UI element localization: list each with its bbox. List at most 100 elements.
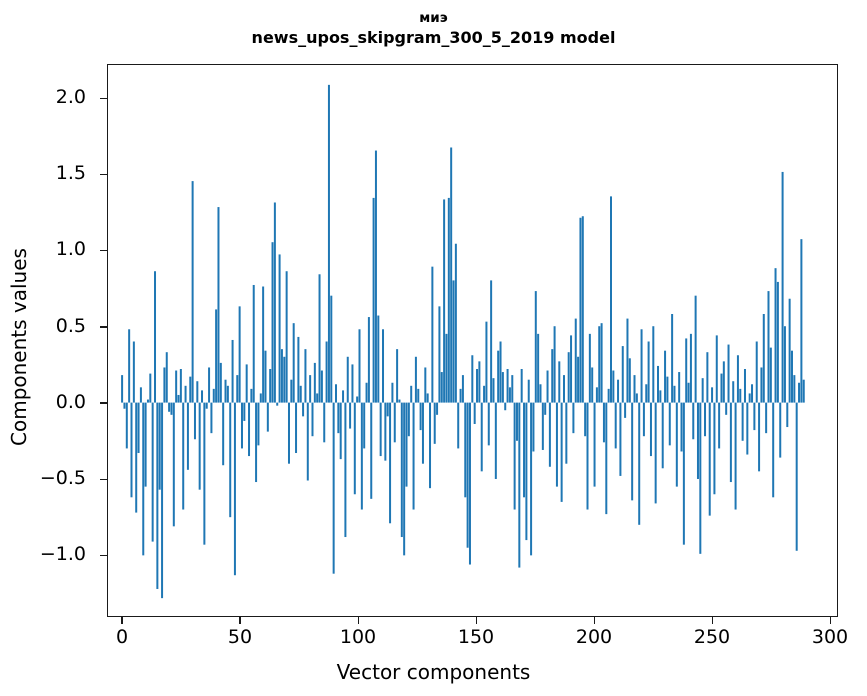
bar xyxy=(504,402,507,411)
bar xyxy=(219,362,222,403)
bar xyxy=(445,333,448,403)
bar xyxy=(311,402,314,437)
bar xyxy=(506,369,509,403)
bar xyxy=(588,333,591,403)
bar xyxy=(532,402,535,452)
bar xyxy=(518,402,521,568)
bar xyxy=(661,402,664,469)
bar xyxy=(309,375,312,403)
bar xyxy=(285,271,288,403)
bar xyxy=(762,314,765,403)
bar xyxy=(649,402,652,457)
bar xyxy=(579,217,582,403)
bar xyxy=(774,268,777,403)
bar xyxy=(170,402,173,415)
bar xyxy=(567,352,570,403)
bar xyxy=(718,402,721,449)
bar xyxy=(306,402,309,481)
bar xyxy=(553,326,556,403)
bar xyxy=(793,375,796,403)
bar xyxy=(154,271,157,403)
bar xyxy=(729,402,732,483)
bar xyxy=(758,402,761,472)
bar xyxy=(179,369,182,403)
bar xyxy=(302,402,305,417)
bar xyxy=(664,350,667,403)
bar xyxy=(711,387,714,403)
bar xyxy=(617,379,620,403)
bar xyxy=(577,356,580,403)
bar xyxy=(593,402,596,487)
bar xyxy=(429,402,432,489)
bar xyxy=(384,402,387,461)
bar xyxy=(508,387,511,403)
bar xyxy=(468,402,471,565)
x-tick-label: 250 xyxy=(693,626,731,648)
bar xyxy=(802,379,805,403)
bar xyxy=(790,350,793,403)
bar xyxy=(720,373,723,403)
bar xyxy=(325,341,328,403)
bar xyxy=(471,355,474,403)
y-tick-mark xyxy=(100,478,107,480)
bar xyxy=(584,402,587,437)
bar xyxy=(262,286,265,403)
bar xyxy=(149,373,152,403)
bar xyxy=(224,379,227,403)
x-tick-label: 50 xyxy=(227,626,253,648)
bar xyxy=(443,199,446,403)
bar xyxy=(379,402,382,457)
bar xyxy=(168,402,171,412)
x-tick-label: 100 xyxy=(339,626,377,648)
bar xyxy=(480,402,483,472)
bar xyxy=(746,402,749,455)
bar xyxy=(765,402,768,434)
bar xyxy=(776,281,779,403)
bar xyxy=(231,339,234,403)
bar xyxy=(548,402,551,467)
bar xyxy=(581,216,584,403)
bar xyxy=(602,402,605,443)
bar xyxy=(492,378,495,403)
y-tick-label: 0.0 xyxy=(55,391,86,413)
bar xyxy=(363,402,366,449)
bar xyxy=(198,402,201,490)
bar xyxy=(565,402,568,464)
bar xyxy=(353,402,356,495)
y-tick-mark xyxy=(100,250,107,252)
y-tick-label: 1.5 xyxy=(55,162,86,184)
bar xyxy=(633,375,636,403)
bar xyxy=(555,402,558,487)
chart-title-model: news_upos_skipgram_300_5_2019 model xyxy=(251,28,616,47)
bar xyxy=(403,402,406,556)
y-tick-mark xyxy=(100,326,107,328)
bar xyxy=(365,382,368,403)
bar xyxy=(515,402,518,441)
bar xyxy=(631,402,634,501)
bar xyxy=(497,350,500,403)
bar xyxy=(523,402,526,498)
bar xyxy=(203,402,206,545)
bar xyxy=(248,402,251,457)
bar xyxy=(151,402,154,542)
bar xyxy=(513,402,516,510)
bar xyxy=(358,329,361,403)
bar xyxy=(335,384,337,403)
bar xyxy=(175,370,178,403)
bar xyxy=(715,335,718,403)
bar xyxy=(487,402,490,446)
bar xyxy=(189,376,192,403)
bar xyxy=(229,402,232,518)
y-tick-label: −0.5 xyxy=(39,467,86,489)
bar xyxy=(647,341,650,403)
bar xyxy=(330,295,333,403)
y-tick-label: −1.0 xyxy=(39,543,86,565)
bar xyxy=(558,361,561,403)
bar xyxy=(125,402,128,449)
bar xyxy=(280,349,283,403)
bar xyxy=(184,385,187,403)
bar xyxy=(212,388,215,403)
bar xyxy=(436,402,439,415)
chart-title-word: миэ xyxy=(419,10,448,26)
bar-series-svg xyxy=(121,84,805,599)
